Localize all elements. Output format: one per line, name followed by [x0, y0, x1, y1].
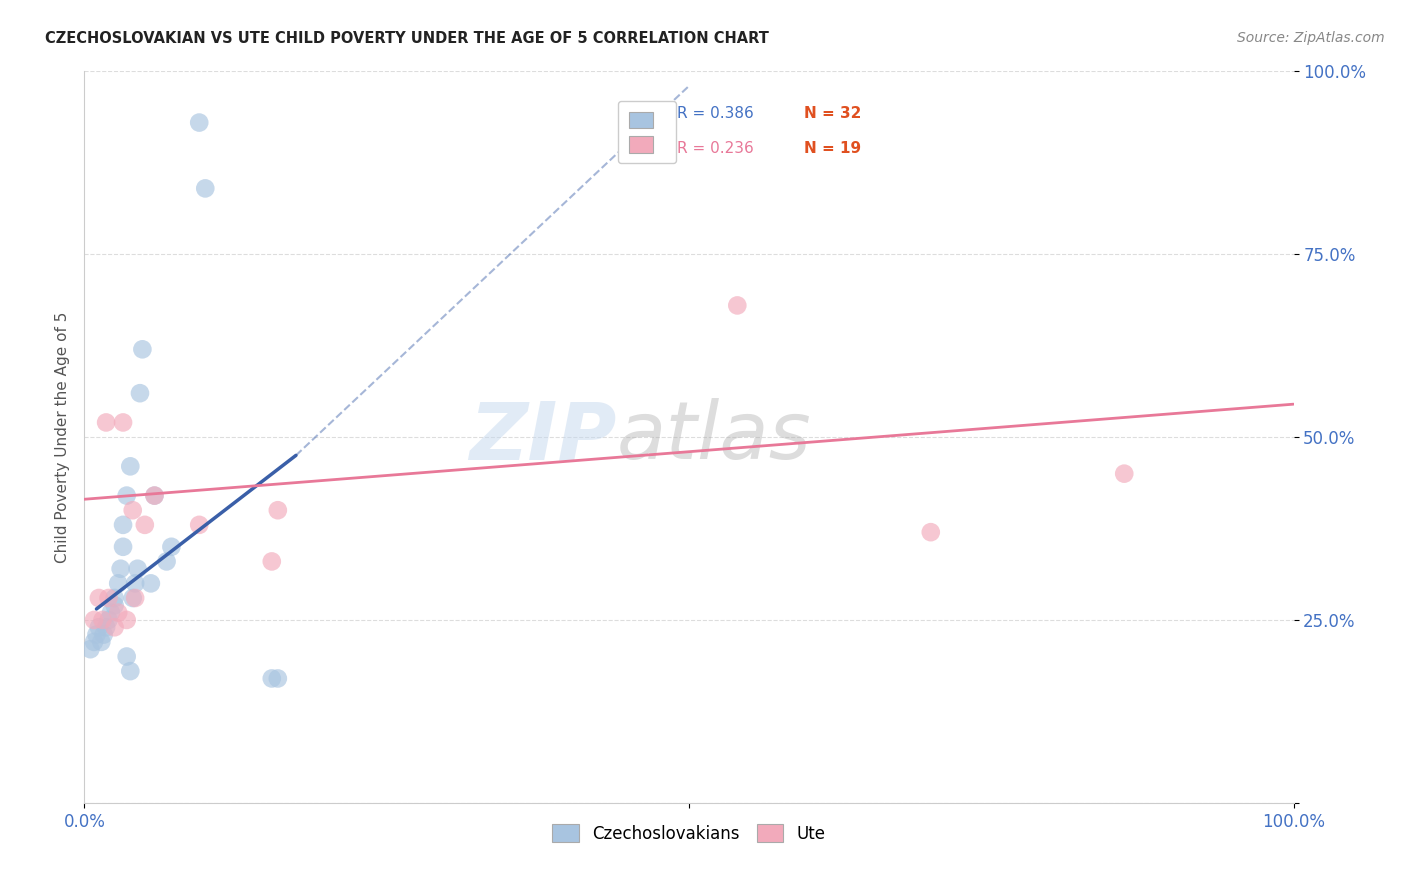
Point — [124, 576, 146, 591]
Point — [124, 591, 146, 605]
Point — [194, 181, 217, 195]
Point — [143, 489, 166, 503]
Point — [79, 642, 101, 657]
Point — [104, 591, 127, 605]
Point — [920, 525, 942, 540]
Point — [112, 540, 135, 554]
Point — [90, 635, 112, 649]
Point — [112, 416, 135, 430]
Point — [121, 591, 143, 605]
Text: CZECHOSLOVAKIAN VS UTE CHILD POVERTY UNDER THE AGE OF 5 CORRELATION CHART: CZECHOSLOVAKIAN VS UTE CHILD POVERTY UND… — [45, 31, 769, 46]
Point — [97, 591, 120, 605]
Point — [87, 591, 110, 605]
Point — [1114, 467, 1136, 481]
Point — [155, 554, 177, 568]
Text: R = 0.236: R = 0.236 — [676, 141, 754, 156]
Point — [83, 613, 105, 627]
Text: N = 32: N = 32 — [804, 106, 862, 121]
Point — [87, 620, 110, 634]
Point — [107, 606, 129, 620]
Point — [93, 627, 115, 641]
Point — [115, 489, 138, 503]
Point — [267, 503, 290, 517]
Legend: Czechoslovakians, Ute: Czechoslovakians, Ute — [546, 817, 832, 849]
Point — [260, 672, 283, 686]
Point — [97, 613, 120, 627]
Point — [94, 620, 117, 634]
Point — [86, 627, 108, 641]
Point — [129, 386, 152, 401]
Point — [83, 635, 105, 649]
Point — [107, 576, 129, 591]
Point — [120, 459, 142, 474]
Point — [188, 517, 211, 532]
Point — [131, 343, 153, 357]
Text: R = 0.386: R = 0.386 — [676, 106, 754, 121]
Point — [260, 554, 283, 568]
Point — [94, 416, 117, 430]
Text: N = 19: N = 19 — [804, 141, 860, 156]
Point — [104, 599, 127, 613]
Point — [188, 115, 211, 129]
Text: atlas: atlas — [616, 398, 811, 476]
Point — [725, 298, 748, 312]
Point — [121, 503, 143, 517]
Point — [91, 613, 114, 627]
Point — [115, 613, 138, 627]
Point — [160, 540, 183, 554]
Point — [112, 517, 135, 532]
Point — [100, 606, 122, 620]
Text: ZIP: ZIP — [470, 398, 616, 476]
Point — [104, 620, 127, 634]
Point — [134, 517, 156, 532]
Y-axis label: Child Poverty Under the Age of 5: Child Poverty Under the Age of 5 — [55, 311, 70, 563]
Text: Source: ZipAtlas.com: Source: ZipAtlas.com — [1237, 31, 1385, 45]
Point — [267, 672, 290, 686]
Point — [115, 649, 138, 664]
Point — [139, 576, 162, 591]
Point — [120, 664, 142, 678]
Point — [127, 562, 149, 576]
Point — [110, 562, 132, 576]
Point — [143, 489, 166, 503]
